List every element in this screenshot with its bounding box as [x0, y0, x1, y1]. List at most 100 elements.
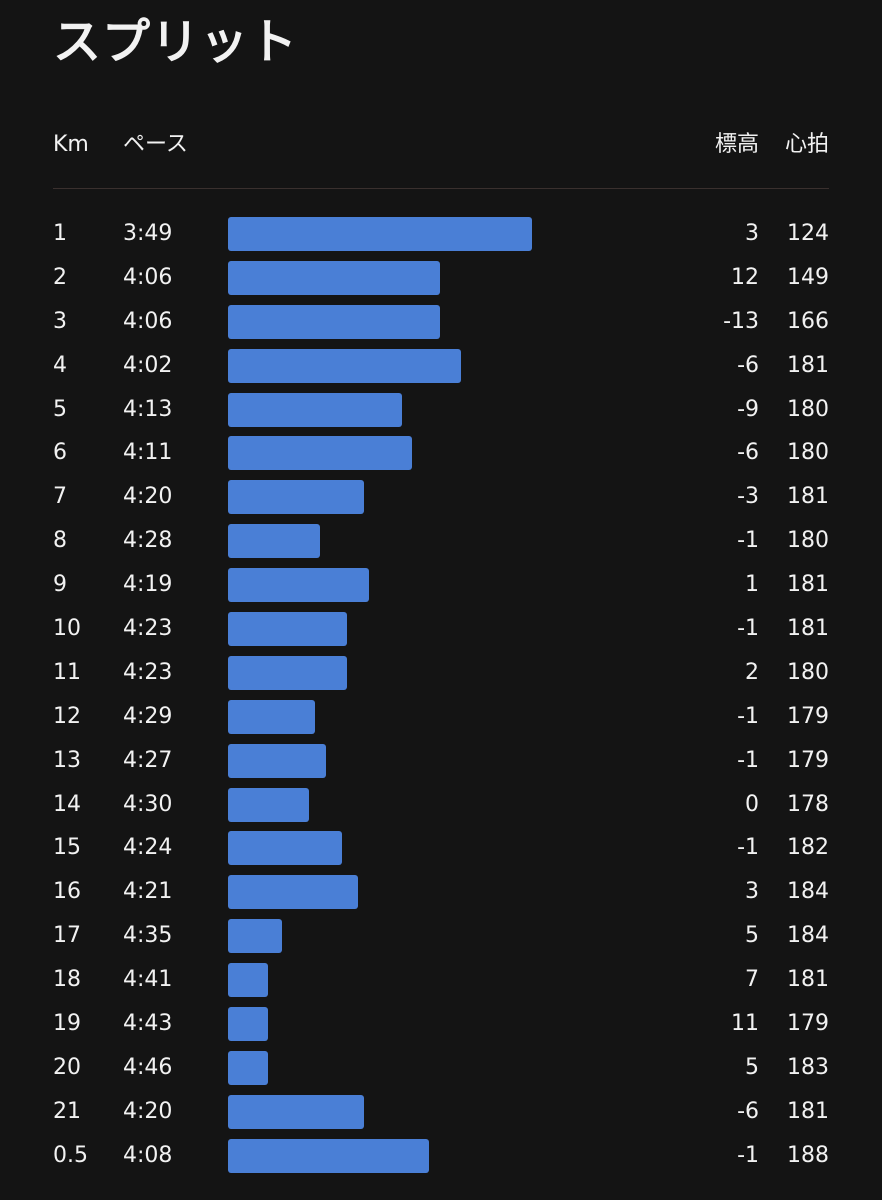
split-km: 11	[53, 659, 81, 685]
split-elevation: -1	[737, 528, 759, 554]
split-km: 12	[53, 703, 81, 729]
split-row: 14 4:30 0 178	[0, 783, 882, 827]
pace-bar	[228, 831, 342, 866]
split-row: 12 4:29 -1 179	[0, 695, 882, 739]
split-elevation: -3	[737, 484, 759, 510]
split-elevation: 7	[745, 967, 759, 993]
split-elevation: 3	[745, 221, 759, 246]
split-pace: 4:35	[123, 923, 173, 949]
pace-bar	[228, 919, 283, 954]
pace-bar	[228, 1007, 268, 1042]
split-km: 21	[53, 1098, 81, 1124]
split-row: 5 4:13 -9 180	[0, 388, 882, 432]
split-heart-rate: 183	[787, 1054, 829, 1080]
column-header-heart-rate: 心拍	[784, 132, 829, 157]
split-heart-rate: 166	[787, 308, 829, 334]
split-elevation: -6	[737, 440, 759, 466]
pace-bar	[228, 304, 440, 339]
split-heart-rate: 180	[787, 396, 829, 422]
split-pace: 4:19	[123, 572, 173, 598]
split-heart-rate: 181	[787, 967, 829, 993]
split-row: 17 4:35 5 184	[0, 914, 882, 958]
split-pace: 4:13	[123, 396, 173, 422]
split-km: 16	[53, 879, 81, 905]
split-row: 16 4:21 3 184	[0, 870, 882, 914]
split-heart-rate: 179	[787, 703, 829, 729]
split-elevation: 0	[745, 791, 759, 817]
pace-bar	[228, 260, 440, 295]
split-heart-rate: 179	[787, 1011, 829, 1037]
pace-bar	[228, 568, 369, 603]
split-km: 19	[53, 1011, 81, 1037]
split-pace: 4:11	[123, 440, 173, 466]
split-pace: 4:27	[123, 747, 173, 773]
split-pace: 4:21	[123, 879, 173, 905]
split-row: 10 4:23 -1 181	[0, 607, 882, 651]
split-heart-rate: 181	[787, 484, 829, 510]
split-km: 1	[53, 221, 67, 246]
split-km: 8	[53, 528, 67, 554]
split-km: 18	[53, 967, 81, 993]
pace-bar	[228, 392, 402, 427]
split-km: 9	[53, 572, 67, 598]
column-header-km: Km	[53, 132, 89, 157]
split-elevation: -1	[737, 747, 759, 773]
split-pace: 4:46	[123, 1054, 173, 1080]
split-row: 21 4:20 -6 181	[0, 1090, 882, 1134]
split-elevation: 1	[745, 572, 759, 598]
split-km: 5	[53, 396, 67, 422]
pace-bar	[228, 1050, 268, 1085]
pace-bar	[228, 217, 532, 251]
pace-bar	[228, 655, 348, 690]
pace-bar	[228, 699, 315, 734]
split-pace: 4:20	[123, 484, 173, 510]
splits-table: 1 3:49 3 124 2 4:06 12 149 3 4:06 -13 166 4 4:02 -6 181…	[0, 212, 882, 1178]
split-row: 6 4:11 -6 180	[0, 431, 882, 475]
split-elevation: -1	[737, 1142, 759, 1168]
split-heart-rate: 180	[787, 440, 829, 466]
split-row: 7 4:20 -3 181	[0, 475, 882, 519]
split-row: 9 4:19 1 181	[0, 563, 882, 607]
split-heart-rate: 184	[787, 879, 829, 905]
split-pace: 4:24	[123, 835, 173, 861]
split-pace: 4:41	[123, 967, 173, 993]
split-elevation: -1	[737, 703, 759, 729]
split-pace: 4:02	[123, 352, 173, 378]
split-pace: 4:23	[123, 659, 173, 685]
split-heart-rate: 180	[787, 659, 829, 685]
split-pace: 4:43	[123, 1011, 173, 1037]
split-heart-rate: 149	[787, 264, 829, 290]
split-km: 7	[53, 484, 67, 510]
page-title: スプリット	[53, 14, 299, 70]
split-elevation: -13	[723, 308, 759, 334]
split-km: 3	[53, 308, 67, 334]
split-row: 15 4:24 -1 182	[0, 826, 882, 870]
split-pace: 4:28	[123, 528, 173, 554]
split-km: 14	[53, 791, 81, 817]
split-km: 13	[53, 747, 81, 773]
pace-bar	[228, 875, 359, 910]
pace-bar	[228, 524, 321, 559]
split-heart-rate: 188	[787, 1142, 829, 1168]
split-row: 4 4:02 -6 181	[0, 344, 882, 388]
split-km: 17	[53, 923, 81, 949]
split-row: 8 4:28 -1 180	[0, 519, 882, 563]
splits-table-header: Km ペース 標高 心拍	[0, 128, 882, 162]
split-elevation: 12	[731, 264, 759, 290]
split-pace: 3:49	[123, 221, 173, 246]
split-km: 15	[53, 835, 81, 861]
split-heart-rate: 181	[787, 572, 829, 598]
split-km: 4	[53, 352, 67, 378]
split-heart-rate: 179	[787, 747, 829, 773]
split-elevation: 11	[731, 1011, 759, 1037]
split-row: 20 4:46 5 183	[0, 1046, 882, 1090]
split-elevation: -1	[737, 835, 759, 861]
pace-bar	[228, 1094, 364, 1129]
pace-bar	[228, 436, 413, 471]
split-pace: 4:06	[123, 308, 173, 334]
pace-bar	[228, 743, 326, 778]
column-header-pace: ペース	[123, 132, 188, 157]
pace-bar	[228, 787, 310, 822]
split-heart-rate: 184	[787, 923, 829, 949]
split-elevation: -6	[737, 1098, 759, 1124]
